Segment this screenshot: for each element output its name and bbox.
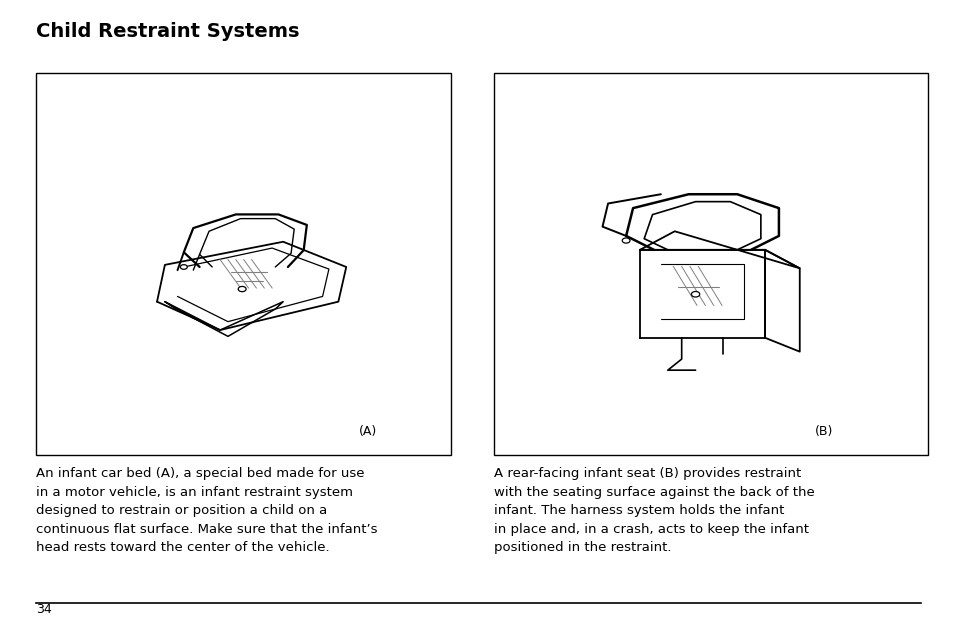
Text: An infant car bed (A), a special bed made for use
in a motor vehicle, is an infa: An infant car bed (A), a special bed mad…: [36, 467, 377, 555]
Circle shape: [621, 238, 629, 243]
Bar: [494, 73, 927, 455]
Text: 34: 34: [36, 603, 52, 616]
Text: (A): (A): [358, 425, 377, 438]
Text: Child Restraint Systems: Child Restraint Systems: [36, 22, 299, 41]
Text: A rear-facing infant seat (B) provides restraint
with the seating surface agains: A rear-facing infant seat (B) provides r…: [494, 467, 814, 555]
Text: (B): (B): [814, 425, 832, 438]
Circle shape: [180, 265, 187, 269]
Circle shape: [238, 286, 246, 292]
Circle shape: [691, 291, 699, 297]
Bar: [36, 73, 451, 455]
